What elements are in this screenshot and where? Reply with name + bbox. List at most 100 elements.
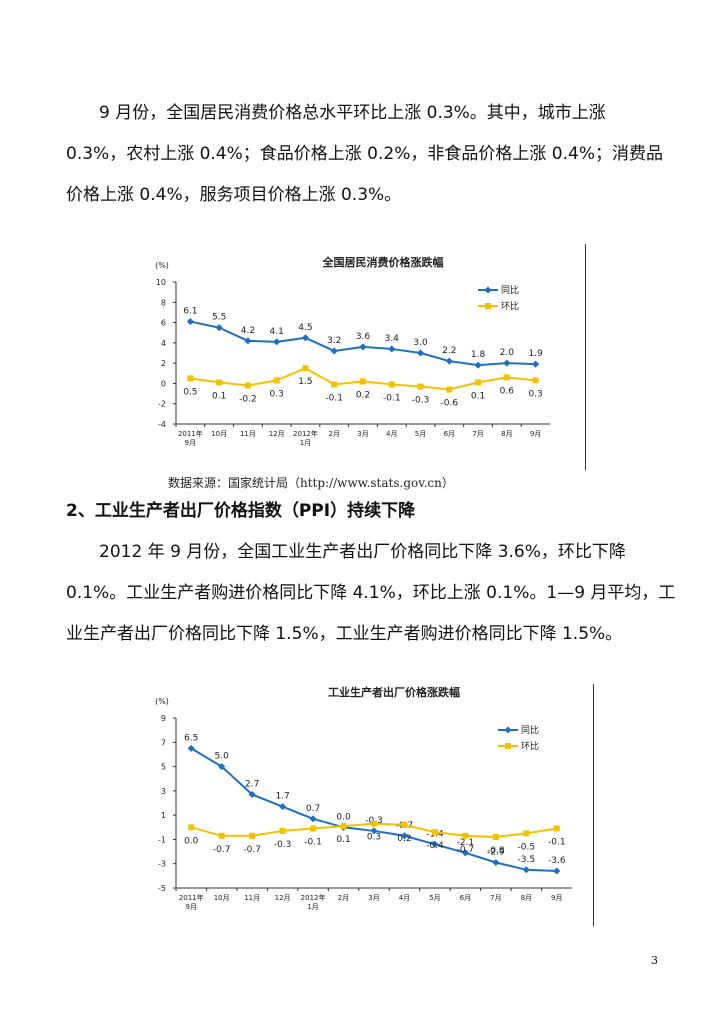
x-tick-label: 11月 <box>244 894 260 902</box>
x-tick-label: 5月 <box>415 430 426 438</box>
data-point-yoy <box>400 832 408 840</box>
data-label-mom: -0.1 <box>383 393 401 403</box>
y-tick-label: -5 <box>158 884 166 893</box>
data-label-yoy: -2.9 <box>487 848 505 858</box>
x-tick-label: 11月 <box>240 430 256 438</box>
data-point-yoy <box>532 360 540 368</box>
data-label-mom: 0.2 <box>356 390 370 400</box>
data-label-yoy: 0.0 <box>336 812 351 822</box>
data-label-mom: 0.0 <box>184 836 199 846</box>
x-tick-label: 8月 <box>521 894 532 902</box>
data-point-yoy <box>279 803 287 811</box>
data-point-yoy <box>215 324 223 332</box>
data-label-yoy: 2.0 <box>500 348 515 358</box>
data-label-yoy: 5.5 <box>212 313 226 323</box>
data-label-mom: 0.3 <box>367 833 381 843</box>
data-label-mom: 0.2 <box>397 834 411 844</box>
y-tick-label: 4 <box>161 339 166 348</box>
y-axis-unit-label: (%) <box>155 697 169 706</box>
data-point-mom <box>331 381 338 388</box>
x-tick-label: 10月 <box>214 894 230 902</box>
data-point-yoy <box>359 343 367 351</box>
legend-label: 同比 <box>521 724 539 736</box>
data-label-yoy: 6.1 <box>183 307 197 317</box>
data-point-mom <box>371 820 377 827</box>
data-point-mom <box>503 374 510 381</box>
data-label-mom: -0.5 <box>518 842 536 852</box>
cpi-paragraph-line: 0.3%，农村上涨 0.4%；食品价格上涨 0.2%，非食品价格上涨 0.4%；… <box>66 144 663 164</box>
x-tick-label: 10月 <box>211 430 227 438</box>
data-point-yoy <box>417 349 425 357</box>
y-tick-label: 2 <box>161 359 166 368</box>
y-tick-label: 8 <box>161 298 166 307</box>
x-tick-label: 2月 <box>328 430 339 438</box>
cpi-paragraph-line: 9 月份，全国居民消费价格总水平环比上涨 0.3%。其中，城市上涨 <box>99 103 606 123</box>
y-tick-label: 10 <box>156 278 166 287</box>
cpi-paragraph-line: 价格上涨 0.4%，服务项目价格上涨 0.3%。 <box>66 185 402 205</box>
x-tick-label: 4月 <box>399 894 410 902</box>
data-label-mom: 0.1 <box>212 391 226 401</box>
x-tick-label: 6月 <box>460 894 471 902</box>
data-label-yoy: -3.5 <box>518 855 536 865</box>
cpi-chart-rule <box>585 244 586 470</box>
data-label-yoy: -2.1 <box>457 838 475 848</box>
data-point-yoy <box>553 867 561 875</box>
ppi-paragraph: 2012 年 9 月份，全国工业生产者出厂价格同比下降 3.6%，环比下降 0.… <box>66 532 676 655</box>
data-label-mom: -0.8 <box>487 846 505 856</box>
data-point-mom <box>475 379 482 386</box>
data-label-mom: 0.6 <box>500 386 515 396</box>
x-tick-label: 9月 <box>185 439 196 447</box>
ppi-heading: 2、工业生产者出厂价格指数（PPI）持续下降 <box>66 501 416 521</box>
data-label-yoy: 3.4 <box>385 334 400 344</box>
data-label-yoy: 4.1 <box>270 327 284 337</box>
y-tick-label: 0 <box>161 379 166 388</box>
ppi-paragraph-line: 业生产者出厂价格同比下降 1.5%，工业生产者购进价格同比下降 1.5%。 <box>66 624 623 644</box>
data-label-mom: -0.1 <box>304 838 322 848</box>
x-tick-label: 2011年 <box>179 893 204 902</box>
y-tick-label: 1 <box>161 811 166 820</box>
data-label-yoy: 4.2 <box>241 326 255 336</box>
x-tick-label: 2月 <box>338 894 349 902</box>
y-tick-label: -3 <box>158 860 166 869</box>
x-tick-label: 12月 <box>269 430 285 438</box>
data-label-yoy: 0.7 <box>306 804 320 814</box>
page-number: 3 <box>651 954 658 967</box>
y-tick-label: 7 <box>161 738 166 747</box>
data-point-mom <box>417 383 424 390</box>
data-label-mom: -0.7 <box>457 845 475 855</box>
data-point-yoy <box>370 827 378 835</box>
x-tick-label: 2012年 <box>301 893 326 902</box>
data-point-yoy <box>474 361 482 369</box>
data-label-yoy: 3.2 <box>327 336 341 346</box>
data-point-mom <box>446 386 453 393</box>
y-tick-label: 5 <box>161 763 166 772</box>
data-label-yoy: 1.9 <box>528 349 543 359</box>
x-tick-label: 8月 <box>501 430 512 438</box>
y-tick-label: 9 <box>161 714 166 723</box>
data-label-mom: -0.6 <box>441 399 459 409</box>
legend-swatch-marker <box>484 286 492 294</box>
data-label-mom: 0.5 <box>183 387 197 397</box>
ppi-paragraph-line: 0.1%。工业生产者购进价格同比下降 4.1%，环比上涨 0.1%。1—9 月平… <box>66 583 676 603</box>
data-label-yoy: 4.5 <box>298 323 312 333</box>
data-point-yoy <box>218 763 226 771</box>
data-label-mom: -0.1 <box>325 393 343 403</box>
data-point-yoy <box>244 337 252 345</box>
data-label-yoy: 5.0 <box>215 752 230 762</box>
x-tick-label: 3月 <box>368 894 379 902</box>
legend-swatch-marker <box>504 726 512 734</box>
data-point-yoy <box>445 357 453 365</box>
cpi-source-note: 数据来源：国家统计局（http://www.stats.gov.cn） <box>168 476 454 490</box>
data-label-mom: -0.7 <box>243 845 261 855</box>
x-tick-label: 12月 <box>275 894 291 902</box>
legend-label: 环比 <box>501 300 519 312</box>
data-label-mom: 0.3 <box>528 389 542 399</box>
x-tick-label: 9月 <box>551 894 562 902</box>
data-label-mom: 1.5 <box>298 377 312 387</box>
data-point-mom <box>431 829 438 836</box>
data-label-yoy: 2.7 <box>245 780 259 790</box>
x-tick-label: 4月 <box>386 430 397 438</box>
y-tick-label: 3 <box>161 787 166 796</box>
